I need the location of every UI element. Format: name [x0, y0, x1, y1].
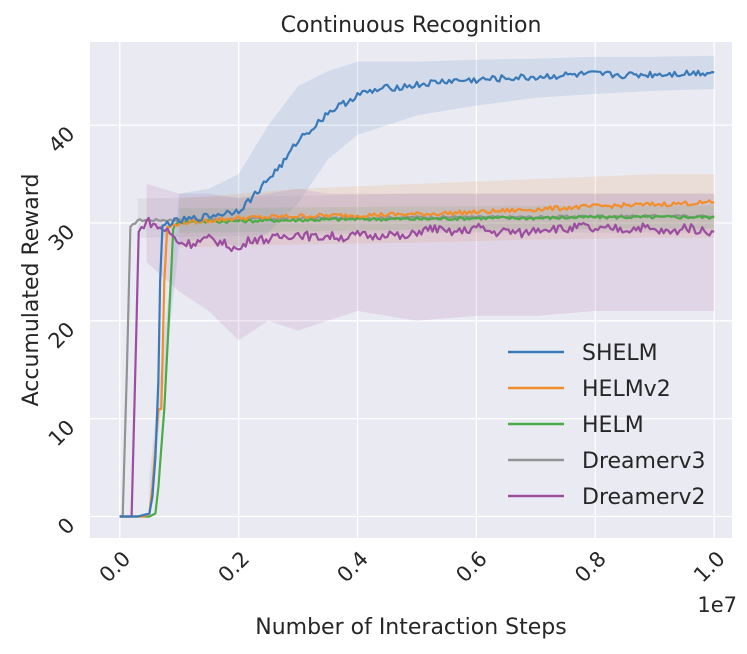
- y-tick-label: 30: [44, 220, 80, 256]
- legend: SHELM HELMv2 HELM Dreamerv3 Dreamerv2: [508, 341, 706, 510]
- x-axis-ticks: 0.0 0.2 0.4 0.6 0.8 1.0: [95, 547, 730, 588]
- chart-title: Continuous Recognition: [281, 13, 542, 38]
- x-tick-label: 1.0: [689, 547, 730, 588]
- y-axis-label: Accumulated Reward: [19, 174, 44, 407]
- x-tick-label: 0.0: [95, 547, 136, 588]
- legend-label: HELMv2: [582, 377, 671, 402]
- legend-label: HELM: [582, 413, 644, 438]
- y-tick-label: 10: [44, 415, 80, 451]
- y-tick-label: 0: [53, 513, 79, 539]
- legend-label: Dreamerv3: [582, 449, 706, 474]
- gridlines: [90, 42, 732, 538]
- legend-label: SHELM: [582, 341, 658, 366]
- y-tick-label: 40: [44, 122, 80, 158]
- band-dreamerv2: [146, 183, 715, 341]
- series-lines: [119, 69, 715, 518]
- series-line-helm: [119, 214, 715, 518]
- band-shelm: [149, 55, 715, 517]
- confidence-bands: [137, 55, 715, 517]
- series-line-dreamerv2: [119, 216, 715, 518]
- y-tick-label: 20: [44, 317, 80, 353]
- x-tick-label: 0.6: [451, 547, 492, 588]
- band-helmv2: [179, 174, 715, 248]
- x-axis-label: Number of Interaction Steps: [255, 615, 566, 640]
- x-tick-label: 0.8: [570, 547, 611, 588]
- series-line-helmv2: [119, 199, 715, 518]
- series-line-shelm: [119, 69, 715, 518]
- legend-label: Dreamerv2: [582, 485, 706, 510]
- y-axis-ticks: 0 10 20 30 40: [44, 122, 80, 540]
- x-tick-label: 0.4: [332, 547, 373, 588]
- x-axis-offset-label: 1e7: [697, 593, 737, 617]
- x-tick-label: 0.2: [214, 547, 255, 588]
